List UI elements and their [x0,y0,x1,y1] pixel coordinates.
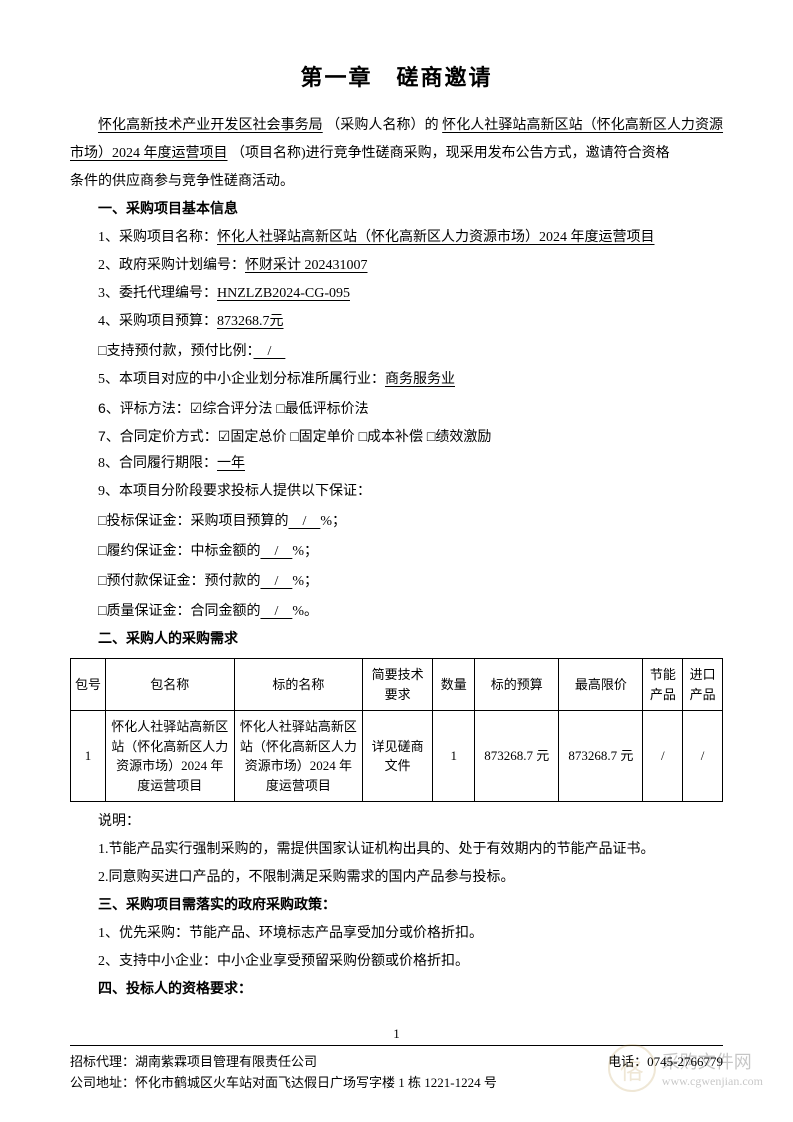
section-4-heading: 四、投标人的资格要求： [70,976,723,1004]
footer-address: 公司地址：怀化市鹤城区火车站对面飞达假日广场写字楼 1 栋 1221-1224 … [70,1073,723,1094]
section-3-item-2: 2、支持中小企业：中小企业享受预留采购份额或价格折扣。 [70,948,723,976]
td-package-no: 1 [71,711,106,802]
item-1-label: 1、采购项目名称： [98,230,217,245]
guarantee-1-value: / [288,514,320,529]
table-header-row: 包号 包名称 标的名称 简要技术要求 数量 标的预算 最高限价 节能产品 进口产… [71,659,723,711]
th-quantity: 数量 [433,659,475,711]
guarantee-3-suffix: %； [292,574,318,589]
item-8-value: 一年 [217,456,245,471]
td-subject-name: 怀化人社驿站高新区站（怀化高新区人力资源市场）2024 年度运营项目 [234,711,363,802]
guarantee-2: □履约保证金：中标金额的 / %； [70,536,723,566]
explain-2: 2.同意购买进口产品的，不限制满足采购需求的国内产品参与投标。 [70,864,723,892]
item-4-sub-value: / [253,344,285,359]
td-import: / [683,711,723,802]
th-energy: 节能产品 [643,659,683,711]
intro-tail: 条件的供应商参与竞争性磋商活动。 [70,168,723,196]
th-package-no: 包号 [71,659,106,711]
guarantee-3-label: □预付款保证金：预付款的 [98,572,260,588]
td-budget: 873268.7 元 [475,711,559,802]
item-4-label: 4、采购项目预算： [98,314,217,329]
section-3-heading: 三、采购项目需落实的政府采购政策： [70,892,723,920]
section-1-heading: 一、采购项目基本信息 [70,196,723,224]
footer-phone: 电话：0745-2766779 [608,1052,723,1073]
item-3-label: 3、委托代理编号： [98,286,217,301]
item-4: 4、采购项目预算：873268.7元 [70,308,723,336]
item-3: 3、委托代理编号：HNZLZB2024-CG-095 [70,280,723,308]
guarantee-4-label: □质量保证金：合同金额的 [98,602,260,618]
explain-1: 1.节能产品实行强制采购的，需提供国家认证机构出具的、处于有效期内的节能产品证书… [70,836,723,864]
table-row: 1 怀化人社驿站高新区站（怀化高新区人力资源市场）2024 年度运营项目 怀化人… [71,711,723,802]
guarantee-2-value: / [260,544,292,559]
th-budget: 标的预算 [475,659,559,711]
intro-paragraph: 怀化高新技术产业开发区社会事务局 （采购人名称）的 怀化人社驿站高新区站（怀化高… [70,112,723,168]
item-8: 8、合同履行期限：一年 [70,450,723,478]
td-energy: / [643,711,683,802]
intro-text-1: （采购人名称）的 [326,118,438,133]
td-package-name: 怀化人社驿站高新区站（怀化高新区人力资源市场）2024 年度运营项目 [106,711,235,802]
th-import: 进口产品 [683,659,723,711]
guarantee-2-label: □履约保证金：中标金额的 [98,542,260,558]
item-6: 6、评标方法：☑综合评分法 □最低评标价法 [70,394,723,422]
item-2-label: 2、政府采购计划编号： [98,258,245,273]
item-1: 1、采购项目名称：怀化人社驿站高新区站（怀化高新区人力资源市场）2024 年度运… [70,224,723,252]
guarantee-4: □质量保证金：合同金额的 / %。 [70,596,723,626]
item-3-value: HNZLZB2024-CG-095 [217,286,350,301]
td-tech-req: 详见磋商文件 [363,711,433,802]
guarantee-1-suffix: %； [320,514,346,529]
guarantee-1-label: □投标保证金：采购项目预算的 [98,512,288,528]
item-5-value: 商务服务业 [385,372,455,387]
item-4-sub-label: □支持预付款，预付比例： [98,342,253,358]
item-8-label: 8、合同履行期限： [98,456,217,471]
intro-text-2: （项目名称)进行竞争性磋商采购，现采用发布公告方式，邀请符合资格 [231,146,670,161]
td-quantity: 1 [433,711,475,802]
item-5-label: 5、本项目对应的中小企业划分标准所属行业： [98,372,385,387]
th-max-price: 最高限价 [559,659,643,711]
th-subject-name: 标的名称 [234,659,363,711]
guarantee-4-value: / [260,604,292,619]
footer-agent: 招标代理：湖南紫霖项目管理有限责任公司 [70,1052,317,1073]
item-9: 9、本项目分阶段要求投标人提供以下保证： [70,478,723,506]
th-package-name: 包名称 [106,659,235,711]
item-7: 7、合同定价方式：☑固定总价 □固定单价 □成本补偿 □绩效激励 [70,422,723,450]
footer-row-1: 招标代理：湖南紫霖项目管理有限责任公司 电话：0745-2766779 [70,1052,723,1073]
guarantee-3: □预付款保证金：预付款的 / %； [70,566,723,596]
item-1-value: 怀化人社驿站高新区站（怀化高新区人力资源市场）2024 年度运营项目 [217,230,655,245]
guarantee-3-value: / [260,574,292,589]
item-4-sub: □支持预付款，预付比例： / [70,336,723,366]
section-3-item-1: 1、优先采购：节能产品、环境标志产品享受加分或价格折扣。 [70,920,723,948]
page-number: 1 [393,1026,400,1042]
purchaser-name: 怀化高新技术产业开发区社会事务局 [98,118,323,133]
guarantee-4-suffix: %。 [292,604,318,619]
guarantee-1: □投标保证金：采购项目预算的 / %； [70,506,723,536]
item-5: 5、本项目对应的中小企业划分标准所属行业：商务服务业 [70,366,723,394]
page-footer: 招标代理：湖南紫霖项目管理有限责任公司 电话：0745-2766779 公司地址… [70,1045,723,1094]
item-4-value: 873268.7元 [217,314,284,329]
th-tech-req: 简要技术要求 [363,659,433,711]
section-2-heading: 二、采购人的采购需求 [70,626,723,654]
guarantee-2-suffix: %； [292,544,318,559]
explain-head: 说明： [70,808,723,836]
item-2: 2、政府采购计划编号：怀财采计 202431007 [70,252,723,280]
chapter-title: 第一章 磋商邀请 [70,60,723,92]
td-max-price: 873268.7 元 [559,711,643,802]
requirements-table: 包号 包名称 标的名称 简要技术要求 数量 标的预算 最高限价 节能产品 进口产… [70,658,723,802]
item-2-value: 怀财采计 202431007 [245,258,368,273]
